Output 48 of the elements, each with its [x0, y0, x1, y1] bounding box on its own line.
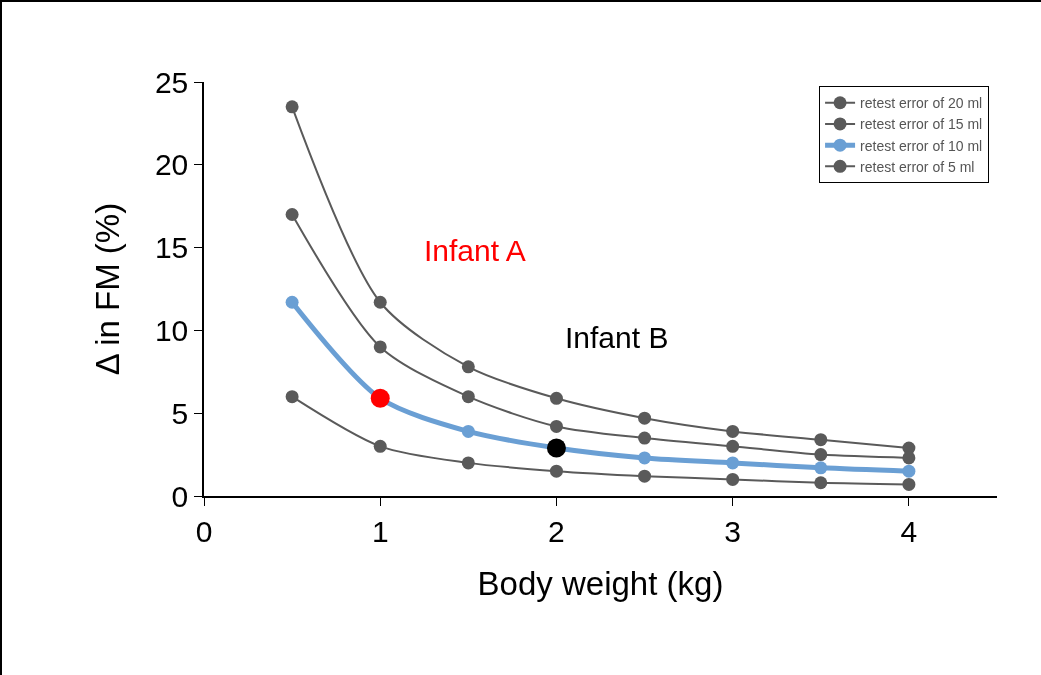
point: [285, 295, 299, 309]
point: [726, 456, 740, 470]
point: [461, 424, 475, 438]
point: [902, 451, 916, 465]
x-tick-label: 0: [195, 514, 213, 548]
point: [726, 472, 740, 486]
y-tick-label: 15: [154, 231, 189, 265]
y-tick-label: 5: [171, 396, 189, 430]
point: [726, 439, 740, 453]
x-tick-label: 1: [371, 514, 389, 548]
point: [285, 207, 299, 221]
x-tick-label: 2: [548, 514, 565, 548]
point: [285, 390, 299, 404]
point: [549, 464, 563, 478]
legend-label: retest error of 20 ml: [860, 95, 983, 112]
point: [373, 295, 387, 309]
point: [814, 433, 828, 447]
point: [638, 451, 652, 465]
point: [285, 100, 299, 114]
point: [726, 424, 740, 438]
point: [638, 411, 652, 425]
point: [549, 419, 563, 433]
text: Infant A: [424, 234, 526, 267]
x-tick-label: 4: [900, 514, 918, 548]
point: [638, 469, 652, 483]
point: [814, 448, 828, 462]
point: [461, 456, 475, 470]
point: [902, 477, 916, 491]
legend-label: retest error of 15 ml: [860, 116, 983, 133]
point: [461, 360, 475, 374]
y-tick-label: 0: [171, 479, 189, 513]
point: [373, 340, 387, 354]
y-axis-title: Δ in FM (%): [89, 202, 127, 376]
point: [814, 461, 828, 475]
point: [902, 464, 916, 478]
y-tick-label: 10: [154, 313, 189, 347]
point: [638, 431, 652, 445]
y-tick-label: 25: [154, 65, 189, 99]
point: [814, 476, 828, 490]
point: [461, 390, 475, 404]
legend-label: retest error of 10 ml: [860, 137, 983, 154]
x-tick-label: 3: [724, 514, 742, 548]
y-tick-label: 20: [154, 148, 189, 182]
point: [549, 391, 563, 405]
legend-label: retest error of 5 ml: [860, 158, 975, 175]
x-axis-title: Body weight (kg): [477, 564, 724, 602]
point: [373, 439, 387, 453]
text: Infant B: [565, 321, 669, 354]
